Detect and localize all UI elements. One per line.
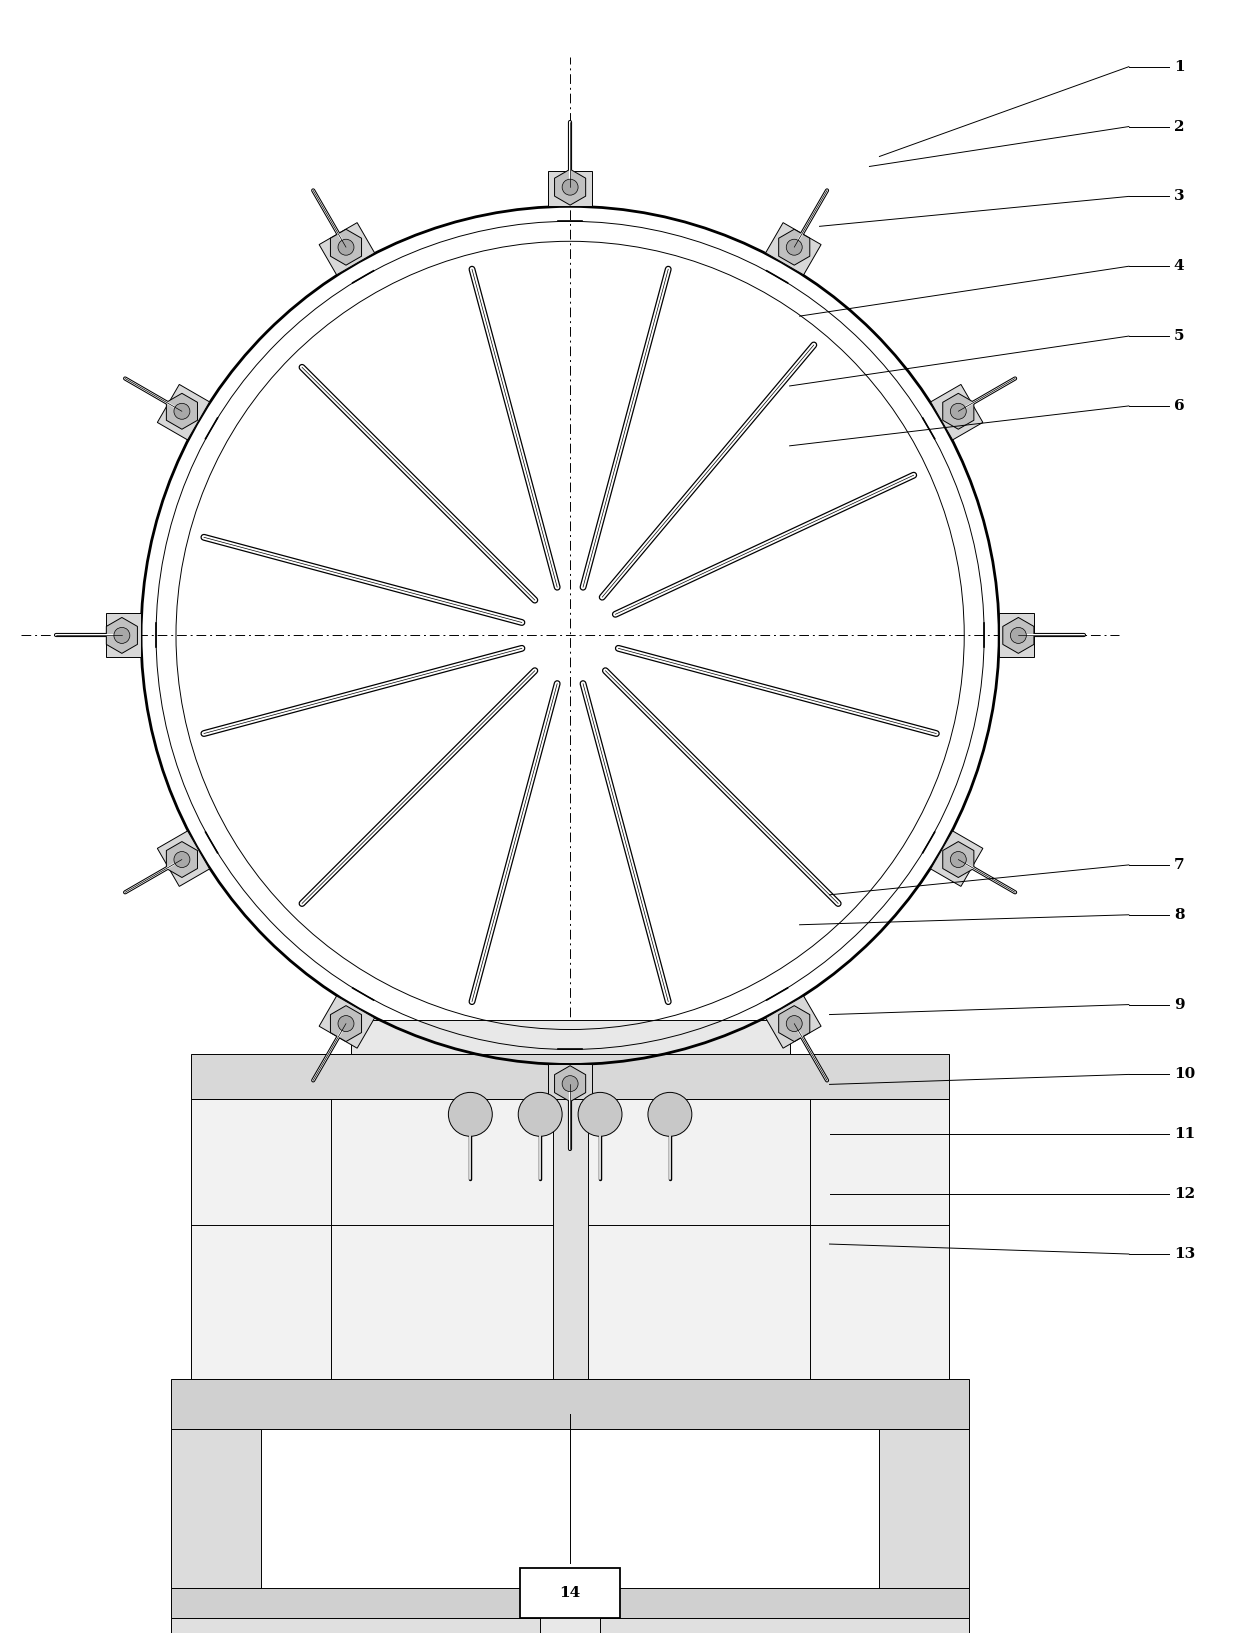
Polygon shape [107,618,138,654]
FancyBboxPatch shape [171,1619,970,1635]
Circle shape [339,1015,353,1032]
Polygon shape [107,613,141,657]
Polygon shape [157,384,210,440]
FancyBboxPatch shape [351,1020,790,1055]
Circle shape [786,1015,802,1032]
Text: 8: 8 [1174,907,1184,922]
FancyBboxPatch shape [191,1055,950,1099]
Polygon shape [330,229,362,265]
Circle shape [562,180,578,195]
FancyBboxPatch shape [553,1099,588,1378]
Text: 10: 10 [1174,1068,1195,1081]
Polygon shape [166,842,197,878]
Polygon shape [942,842,973,878]
Polygon shape [931,384,983,440]
FancyBboxPatch shape [191,1099,950,1378]
FancyBboxPatch shape [171,1429,260,1588]
Polygon shape [330,1006,362,1041]
Polygon shape [319,996,374,1048]
Text: 4: 4 [1174,260,1184,273]
Polygon shape [779,229,810,265]
Text: 1: 1 [1174,60,1184,74]
Polygon shape [765,222,821,275]
Text: 7: 7 [1174,858,1184,871]
FancyBboxPatch shape [541,1588,600,1635]
Circle shape [114,628,130,644]
FancyBboxPatch shape [521,1568,620,1619]
Circle shape [562,1076,578,1092]
Text: 2: 2 [1174,119,1184,134]
Circle shape [449,1092,492,1136]
Text: 6: 6 [1174,399,1184,414]
Text: 14: 14 [559,1586,580,1601]
Circle shape [950,404,966,419]
Polygon shape [157,831,210,886]
Text: 3: 3 [1174,190,1184,203]
Polygon shape [548,172,591,206]
Polygon shape [765,996,821,1048]
Circle shape [1011,628,1027,644]
Polygon shape [779,1006,810,1041]
Circle shape [174,404,190,419]
Circle shape [518,1092,562,1136]
Polygon shape [166,394,197,430]
Polygon shape [554,168,585,204]
Text: 9: 9 [1174,997,1184,1012]
Polygon shape [931,831,983,886]
Text: 5: 5 [1174,329,1184,343]
Circle shape [950,852,966,868]
Text: 12: 12 [1174,1187,1195,1202]
Polygon shape [548,1064,591,1099]
Circle shape [649,1092,692,1136]
Circle shape [786,239,802,255]
Polygon shape [1003,618,1034,654]
FancyBboxPatch shape [171,1588,970,1619]
Polygon shape [319,222,374,275]
FancyBboxPatch shape [879,1429,970,1588]
Text: 11: 11 [1174,1127,1195,1141]
Circle shape [174,852,190,868]
Circle shape [339,239,353,255]
Polygon shape [554,1066,585,1102]
Circle shape [578,1092,622,1136]
Polygon shape [942,394,973,430]
Text: 13: 13 [1174,1248,1195,1261]
Polygon shape [999,613,1034,657]
FancyBboxPatch shape [171,1378,970,1429]
